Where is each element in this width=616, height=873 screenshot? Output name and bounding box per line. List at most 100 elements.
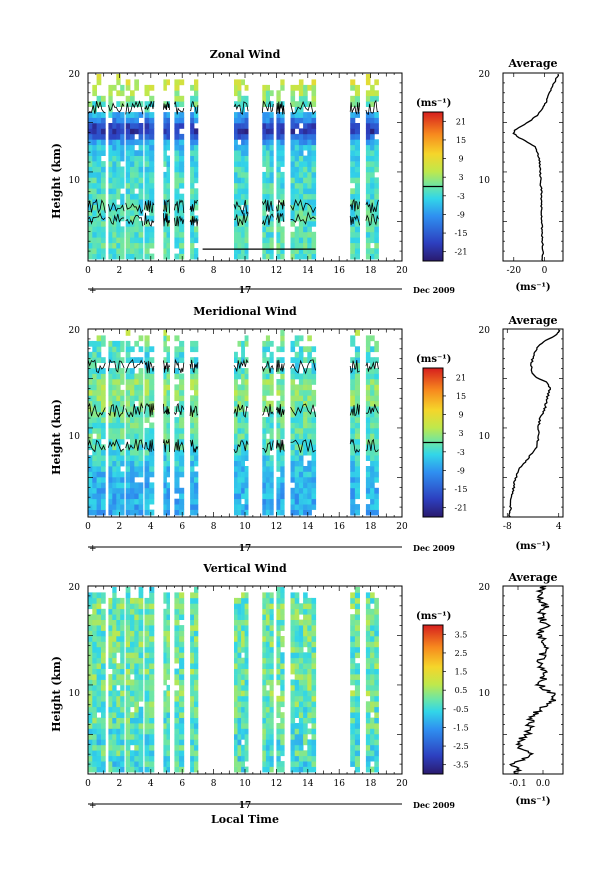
heatmap-cell [269,351,274,358]
heatmap-cell [294,253,300,260]
heatmap-cell [365,455,371,461]
heatmap-cell [190,368,195,374]
heatmap-cell [241,733,245,740]
heatmap-cell [311,646,317,653]
heatmap-cell [365,619,371,626]
heatmap-cell [120,603,125,610]
heatmap-cell [138,723,144,729]
heatmap-cell [290,101,296,107]
heatmap-cell [269,368,274,374]
heatmap-cell [112,427,117,434]
heatmap-cell [303,498,308,505]
heatmap-cell [120,712,125,718]
heatmap-cell [120,723,125,729]
heatmap-cell [234,663,238,669]
heatmap-cell [237,701,242,708]
heatmap-cell [96,384,102,391]
heatmap-cell [374,728,379,735]
heatmap-cell [298,101,304,107]
heatmap-cell [174,150,180,156]
heatmap-cell [134,199,139,205]
heatmap-cell [92,220,97,227]
heatmap-cell [112,150,117,156]
heatmap-cell [112,351,117,358]
heatmap-cell [262,171,267,178]
heatmap-cell [179,210,185,216]
heatmap-cell [149,123,155,129]
heatmap-cell [262,422,267,429]
heatmap-cell [163,84,167,91]
heatmap-cell [244,188,249,195]
heatmap-cell [303,199,308,205]
heatmap-cell [365,351,371,358]
heatmap-cell [290,193,296,200]
heatmap-cell [112,133,117,140]
heatmap-cell [303,101,308,107]
heatmap-cell [298,504,304,510]
heatmap-cell [174,761,180,767]
heatmap-cell [303,592,308,599]
heatmap-cell [298,335,304,342]
heatmap-cell [108,139,113,146]
heatmap-cell [237,411,242,418]
heatmap-cell [190,476,195,483]
heatmap-cell [307,744,312,751]
heatmap-cell [365,493,371,500]
heatmap-cell [144,427,150,434]
heatmap-cell [101,150,106,156]
heatmap-cell [144,84,150,91]
heatmap-cell [298,663,304,669]
heatmap-cell [194,112,199,118]
heatmap-cell [149,400,155,407]
heatmap-cell [294,744,300,751]
heatmap-cell [365,668,371,675]
heatmap-cell [237,188,242,195]
heatmap-cell [237,422,242,429]
heatmap-cell [365,335,371,342]
heatmap-cell [262,723,267,729]
heatmap-cell [163,755,167,762]
heatmap-cell [134,723,139,729]
heatmap-cell [311,188,317,195]
heatmap-cell [370,346,375,353]
heatmap-cell [374,723,379,729]
contour-line [349,102,360,115]
heatmap-cell [194,384,199,391]
date-suffix: Dec 2009 [413,543,455,553]
heatmap-cell [134,161,139,167]
heatmap-cell [101,400,106,407]
heatmap-cell [166,373,170,380]
heatmap-cell [138,587,144,593]
heatmap-cell [92,733,97,740]
average-x-tick-label: -0.1 [509,779,526,789]
heatmap-cell [144,744,150,751]
contour-line [276,439,285,453]
heatmap-cell [276,368,281,374]
heatmap-cell [374,476,379,483]
heatmap-cell [138,204,144,211]
heatmap-cell [134,695,139,702]
heatmap-cell [269,471,274,478]
heatmap-cell [237,493,242,500]
heatmap-cell [194,728,199,735]
heatmap-cell [262,712,267,718]
heatmap-cell [280,625,285,631]
contour-line [233,212,249,226]
heatmap-cell [311,733,317,740]
heatmap-cell [174,701,180,708]
heatmap-cell [265,248,270,254]
heatmap-cell [144,389,150,396]
heatmap-cell [290,668,296,675]
heatmap-cell [269,220,274,227]
heatmap-cell [276,657,281,664]
heatmap-cell [96,242,102,249]
heatmap-cell [134,614,139,620]
heatmap-cell [290,690,296,697]
heatmap-cell [108,597,113,604]
heatmap-cell [269,161,274,167]
heatmap-cell [120,733,125,740]
heatmap-cell [350,357,356,363]
heatmap-cell [134,182,139,189]
heatmap-cell [374,471,379,478]
